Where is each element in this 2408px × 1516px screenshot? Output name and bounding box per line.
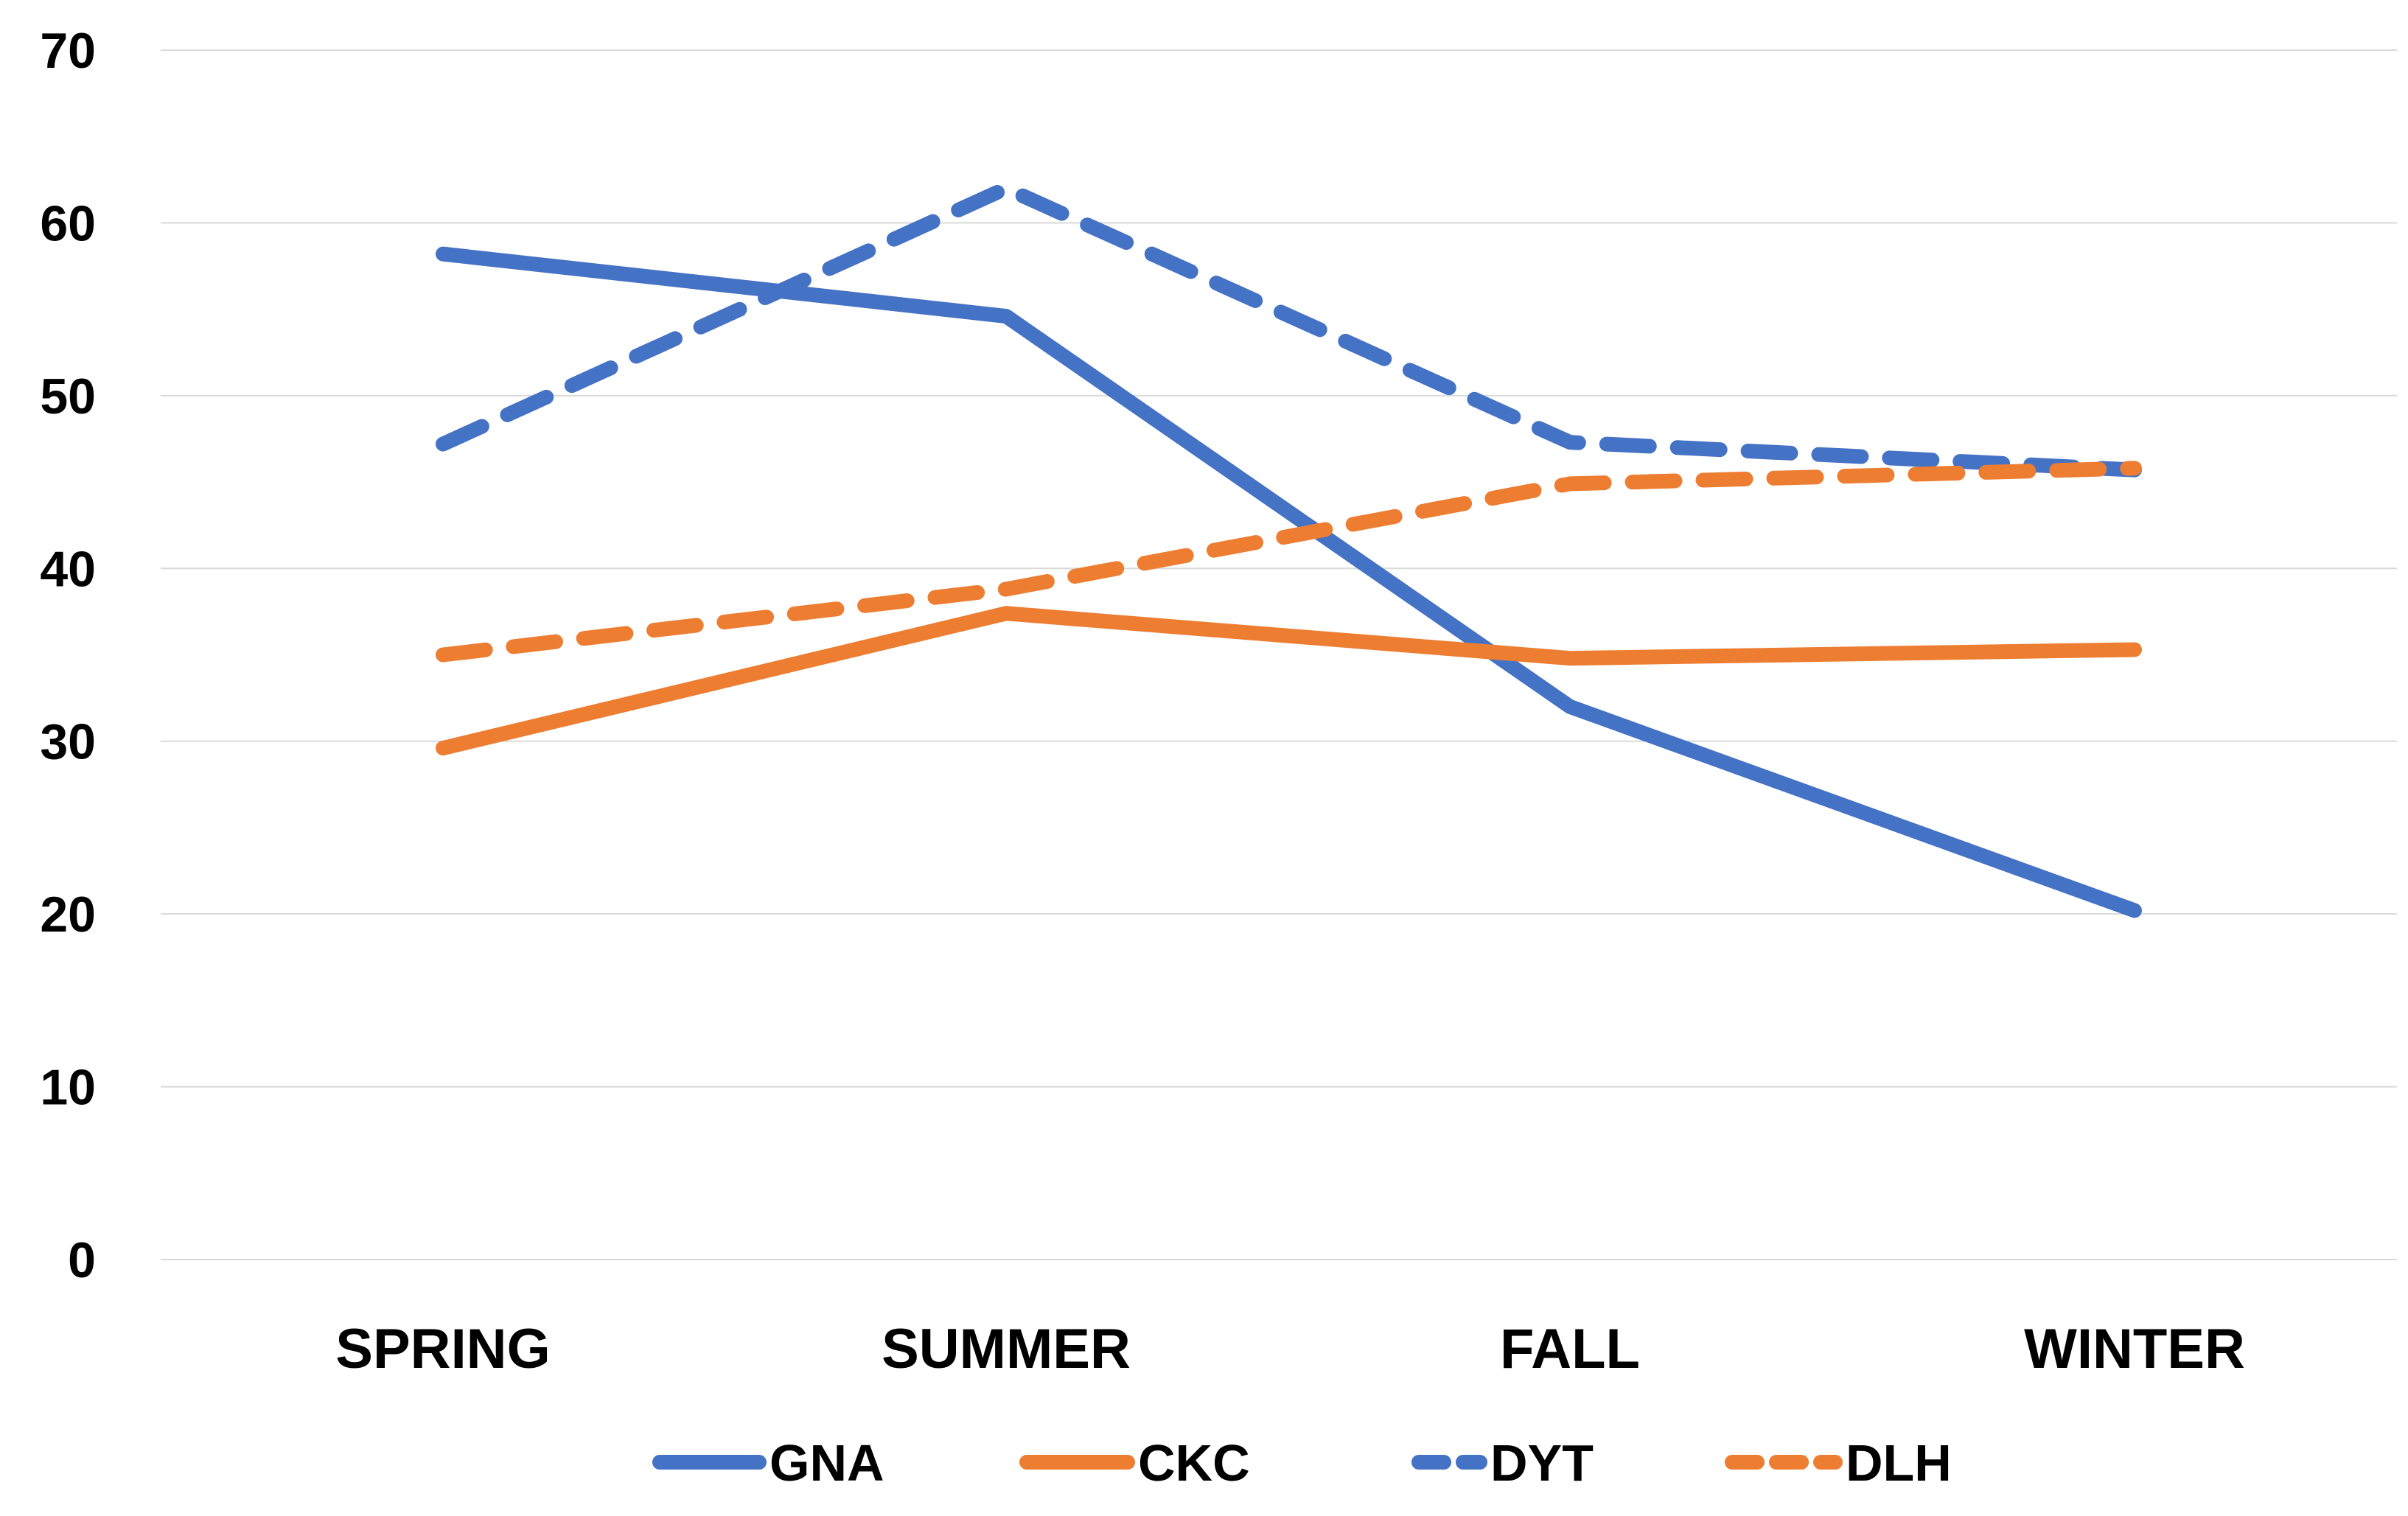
legend-label-gna: GNA: [769, 1434, 884, 1492]
series-line-dlh: [443, 468, 2135, 654]
x-tick-label: FALL: [1500, 1318, 1640, 1380]
legend-label-ckc: CKC: [1138, 1434, 1250, 1492]
y-tick-label: 60: [40, 195, 96, 251]
y-tick-label: 70: [40, 23, 96, 79]
series-lines: [443, 188, 2135, 910]
series-line-ckc: [443, 613, 2135, 748]
legend-label-dlh: DLH: [1846, 1434, 1952, 1492]
series-line-gna: [443, 254, 2135, 911]
y-tick-label: 40: [40, 541, 96, 597]
y-tick-label: 30: [40, 714, 96, 770]
legend-item-dyt: DYT: [1419, 1434, 1594, 1492]
x-tick-label: SUMMER: [882, 1318, 1131, 1380]
y-tick-label: 0: [68, 1232, 96, 1288]
y-tick-label: 50: [40, 368, 96, 425]
legend-item-ckc: CKC: [1027, 1434, 1250, 1492]
y-tick-label: 10: [40, 1060, 96, 1116]
legend: GNA CKC DYT DLH: [660, 1434, 1952, 1492]
x-tick-label: SPRING: [335, 1318, 550, 1380]
x-tick-label: WINTER: [2024, 1318, 2245, 1380]
x-axis-tick-labels: SPRING SUMMER FALL WINTER: [335, 1318, 2245, 1380]
y-tick-label: 20: [40, 887, 96, 943]
legend-item-dlh: DLH: [1732, 1434, 1952, 1492]
legend-item-gna: GNA: [660, 1434, 884, 1492]
y-axis-tick-labels: 0 10 20 30 40 50 60 70: [40, 23, 96, 1288]
series-line-dyt: [443, 189, 2135, 470]
legend-label-dyt: DYT: [1490, 1434, 1594, 1492]
